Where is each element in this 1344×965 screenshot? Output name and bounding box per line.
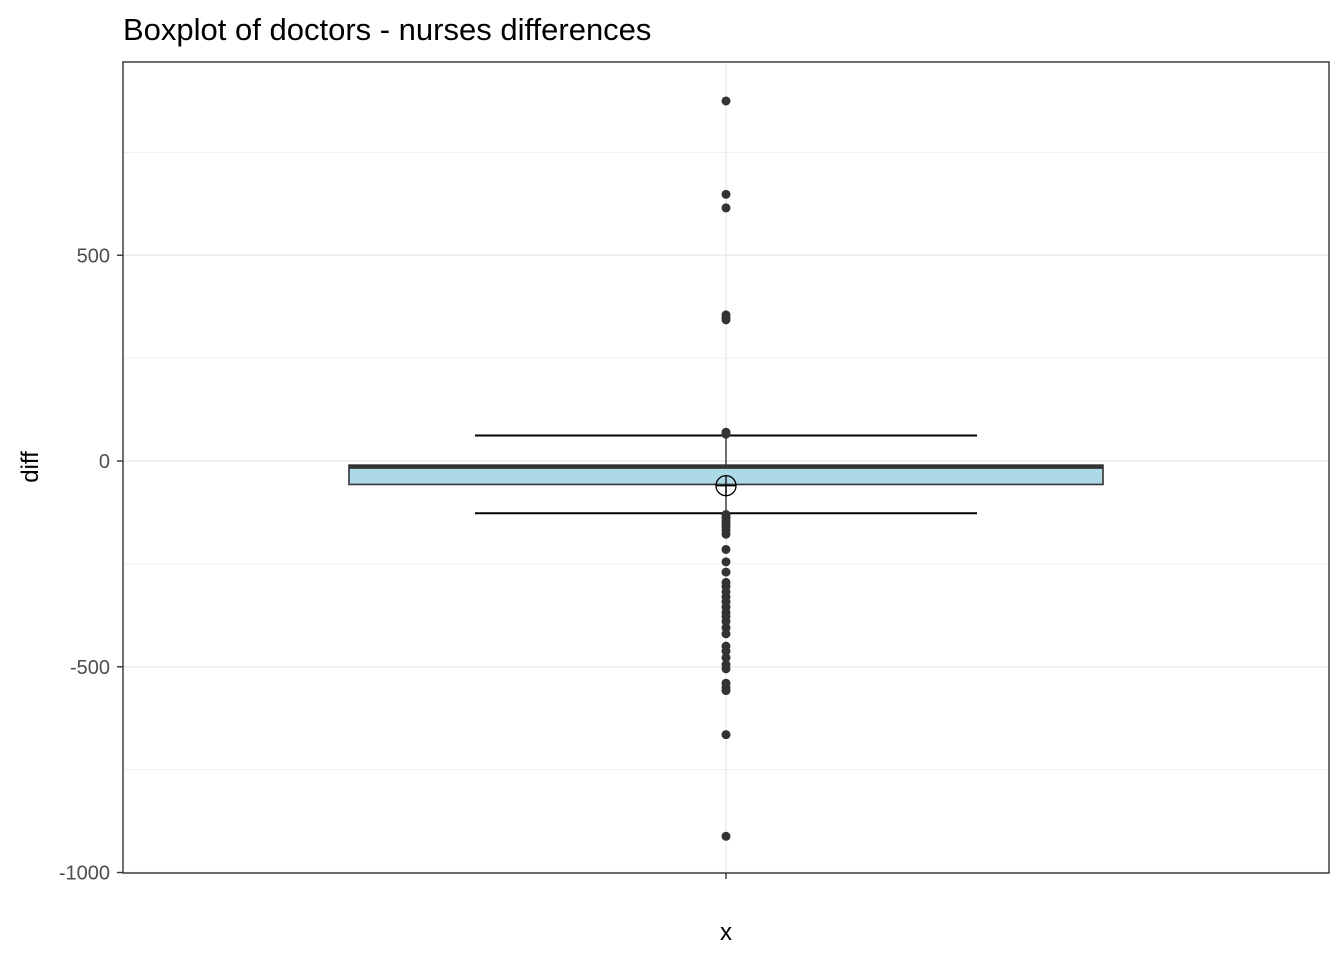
outlier-point bbox=[721, 730, 731, 740]
outlier-point bbox=[721, 831, 731, 841]
y-tick-label: 500 bbox=[77, 245, 110, 267]
outlier-point bbox=[721, 315, 731, 325]
outlier-point bbox=[721, 646, 731, 656]
outlier-point bbox=[721, 567, 731, 577]
outlier-point bbox=[721, 629, 731, 639]
outlier-point bbox=[721, 529, 731, 539]
outlier-points bbox=[715, 96, 737, 841]
outlier-point bbox=[721, 189, 731, 199]
outlier-point bbox=[721, 686, 731, 696]
y-tick-label: 0 bbox=[99, 451, 110, 473]
outlier-point bbox=[721, 544, 731, 554]
outlier-point bbox=[721, 653, 731, 663]
y-tick-label: -500 bbox=[70, 657, 110, 679]
outlier-point bbox=[721, 616, 731, 626]
outlier-point bbox=[721, 557, 731, 567]
y-tick-label: -1000 bbox=[59, 863, 110, 885]
outlier-point bbox=[721, 623, 731, 633]
outlier-point bbox=[721, 96, 731, 106]
outlier-point bbox=[721, 203, 731, 213]
outlier-point bbox=[721, 429, 731, 439]
x-axis-title: x bbox=[720, 919, 732, 946]
outlier-point bbox=[721, 664, 731, 674]
axis-ticks: -1000 -500 0 500 bbox=[59, 245, 727, 885]
mean-marker bbox=[715, 475, 737, 497]
chart-title: Boxplot of doctors - nurses differences bbox=[123, 12, 651, 47]
y-axis-title: diff bbox=[17, 451, 44, 483]
